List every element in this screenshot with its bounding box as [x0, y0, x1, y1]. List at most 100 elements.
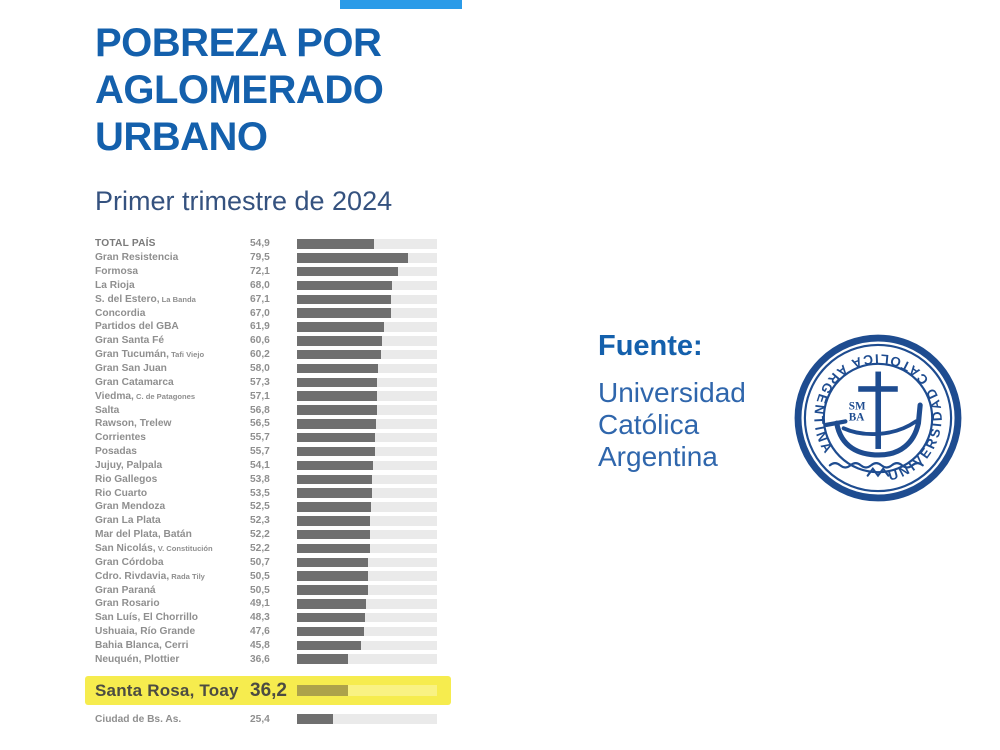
- bar-row: Neuquén, Plottier 36,6: [95, 652, 461, 666]
- bar-fill: [297, 336, 382, 346]
- row-label: Gran Córdoba: [95, 556, 164, 568]
- bar-track: [297, 363, 437, 374]
- row-label: Concordia: [95, 307, 146, 319]
- bar-row: Partidos del GBA 61,9: [95, 320, 461, 334]
- bar-track: [297, 529, 437, 540]
- bar-track: [297, 239, 437, 249]
- row-value: 57,3: [250, 376, 270, 388]
- bar-fill: [297, 405, 377, 415]
- bar-row: Rio Gallegos 53,8: [95, 472, 461, 486]
- bar-fill: [297, 714, 333, 724]
- row-sublabel: La Banda: [159, 294, 196, 304]
- bar-fill: [297, 432, 375, 443]
- bar-fill: [297, 612, 365, 623]
- row-value: 52,2: [250, 529, 270, 541]
- bar-track: [297, 516, 437, 526]
- bar-fill: [297, 349, 382, 360]
- row-label: Ushuaia, Río Grande: [95, 626, 196, 638]
- water-waves-icon: [828, 462, 924, 478]
- row-label: Gran Rosario: [95, 598, 160, 610]
- bar-track: [297, 253, 437, 263]
- bar-fill: [297, 685, 348, 696]
- bar-track: [297, 557, 437, 568]
- row-value: 79,5: [250, 252, 270, 264]
- bar-fill: [297, 640, 362, 651]
- row-value: 36,6: [250, 653, 270, 665]
- bar-row: Gran Santa Fé 60,6: [95, 334, 461, 348]
- bar-row: Jujuy, Palpala 54,1: [95, 459, 461, 473]
- row-label: La Rioja: [95, 279, 135, 291]
- row-value: 67,1: [250, 293, 270, 305]
- cross-icon: [858, 371, 898, 449]
- bar-row: Corrientes 55,7: [95, 431, 461, 445]
- row-value: 45,8: [250, 639, 270, 651]
- row-label: Rio Gallegos: [95, 473, 158, 485]
- bar-fill: [297, 474, 373, 485]
- row-value: 57,1: [250, 390, 270, 402]
- row-label: S. del Estero, La Banda: [95, 293, 196, 305]
- bar-track: [297, 349, 437, 360]
- row-label: Gran San Juan: [95, 363, 167, 375]
- bar-fill: [297, 571, 368, 581]
- row-label: Rio Cuarto: [95, 487, 148, 499]
- bar-fill: [297, 585, 368, 595]
- row-value: 60,6: [250, 335, 270, 347]
- seal-monogram: SM BA: [849, 400, 866, 423]
- row-value: 56,8: [250, 404, 270, 416]
- row-label: Posadas: [95, 446, 137, 458]
- bar-fill: [297, 419, 377, 429]
- row-value: 49,1: [250, 598, 270, 610]
- bar-row: Ushuaia, Río Grande 47,6: [95, 625, 461, 639]
- source-organization: Universidad Católica Argentina: [598, 377, 746, 473]
- bar-row: Gran Mendoza 52,5: [95, 500, 461, 514]
- bar-fill: [297, 363, 379, 374]
- row-label: Partidos del GBA: [95, 321, 179, 333]
- row-label: Gran Santa Fé: [95, 335, 165, 347]
- bar-track: [297, 294, 437, 305]
- bar-fill: [297, 308, 391, 318]
- row-label: Viedma, C. de Patagones: [95, 390, 196, 402]
- bar-row: Cdro. Rivdavia, Rada Tily 50,5: [95, 569, 461, 583]
- bar-fill: [297, 239, 374, 249]
- bar-track: [297, 685, 437, 696]
- row-label: Jujuy, Palpala: [95, 459, 163, 471]
- seal-inner-ring: [822, 362, 934, 474]
- bar-track: [297, 280, 437, 291]
- row-value: 52,3: [250, 515, 270, 527]
- bar-row: San Nicolás, V. Constitución 52,2: [95, 542, 461, 556]
- row-label: Cdro. Rivdavia, Rada Tily: [95, 570, 205, 582]
- bar-row: Gran Paraná 50,5: [95, 583, 461, 597]
- row-label: Gran Tucumán, Tafi Viejo: [95, 349, 205, 361]
- bar-row: La Rioja 68,0: [95, 279, 461, 293]
- bar-track: [297, 640, 437, 651]
- poverty-bar-chart: TOTAL PAÍS 54,9 Gran Resistencia 79,5 Formos…: [85, 237, 461, 726]
- bar-row: Mar del Plata, Batán 52,2: [95, 528, 461, 542]
- row-label: Gran Resistencia: [95, 252, 179, 264]
- bar-row: S. del Estero, La Banda 67,1: [95, 292, 461, 306]
- row-sublabel: Tafi Viejo: [168, 350, 205, 360]
- row-value: 36,2: [250, 679, 287, 701]
- bar-track: [297, 266, 437, 277]
- row-value: 47,6: [250, 626, 270, 638]
- row-value: 53,8: [250, 473, 270, 485]
- row-label: San Luís, El Chorrillo: [95, 612, 199, 624]
- bar-row-highlighted: Santa Rosa, Toay 36,2: [85, 676, 451, 706]
- bar-row: Gran Rosario 49,1: [95, 597, 461, 611]
- row-value: 54,1: [250, 459, 270, 471]
- row-label: Neuquén, Plottier: [95, 653, 180, 665]
- row-value: 55,7: [250, 432, 270, 444]
- bar-fill: [297, 391, 377, 401]
- row-label: Mar del Plata, Batán: [95, 529, 192, 541]
- row-label: Gran Paraná: [95, 584, 156, 596]
- row-label: Gran Mendoza: [95, 501, 166, 513]
- source-block: Fuente: Universidad Católica Argentina: [598, 330, 798, 474]
- row-value: 50,7: [250, 556, 270, 568]
- bar-fill: [297, 446, 375, 457]
- bar-fill: [297, 280, 393, 291]
- bar-track: [297, 460, 437, 471]
- row-value: 58,0: [250, 363, 270, 375]
- bar-row: Bahia Blanca, Cerri 45,8: [95, 638, 461, 652]
- bar-track: [297, 446, 437, 457]
- bar-row: Rio Cuarto 53,5: [95, 486, 461, 500]
- uca-seal-logo: UNIVERSIDAD CATOLICA ARGENTINA SM BA: [794, 334, 962, 502]
